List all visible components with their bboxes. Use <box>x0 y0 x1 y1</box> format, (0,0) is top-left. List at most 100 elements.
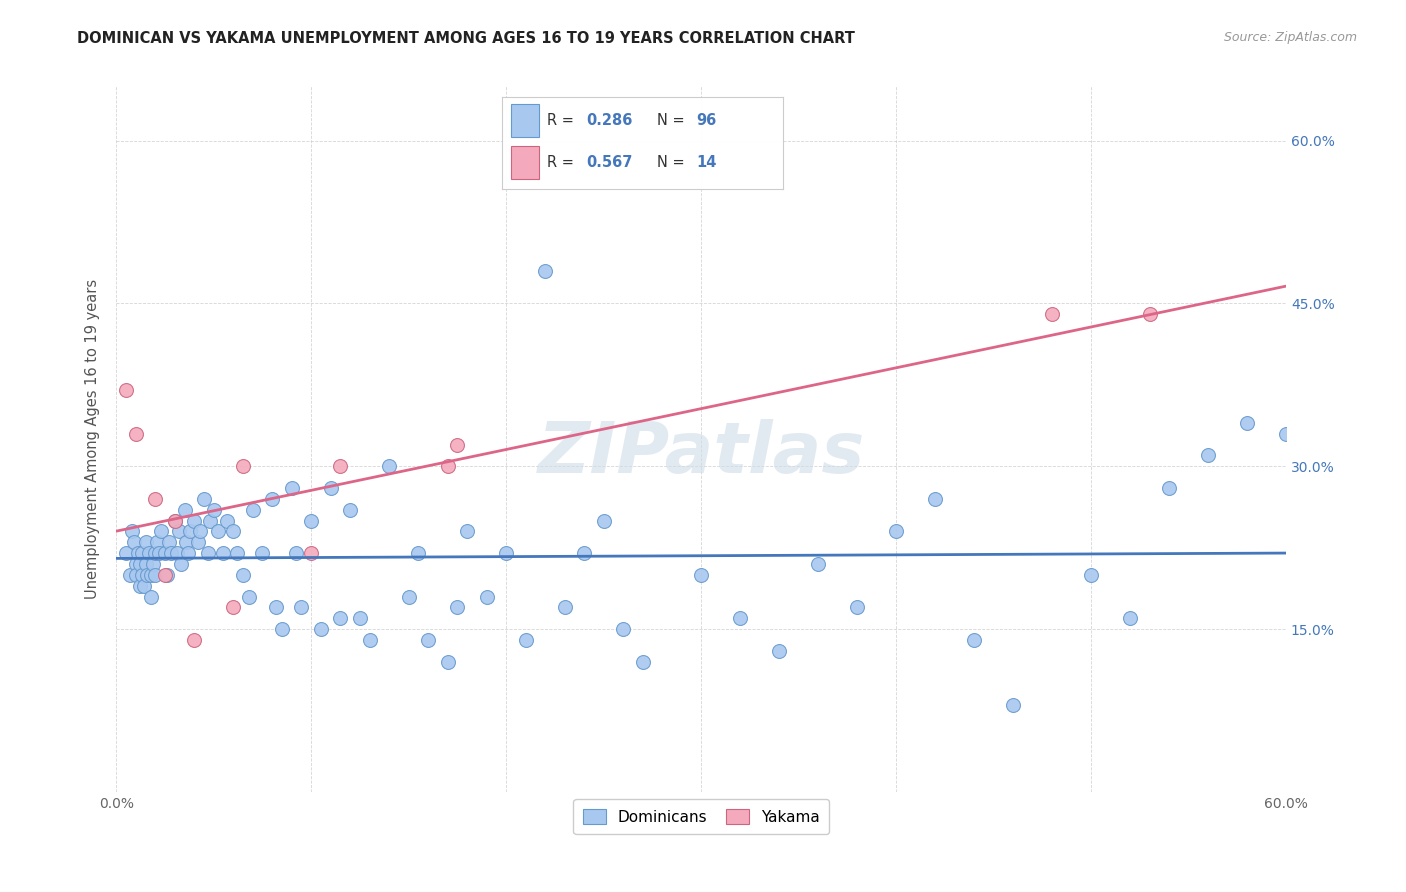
Point <box>183 514 205 528</box>
Point <box>329 611 352 625</box>
Point <box>262 491 284 506</box>
Point <box>446 600 468 615</box>
Point <box>1080 567 1102 582</box>
Point <box>128 579 150 593</box>
Point <box>572 546 595 560</box>
Point <box>446 437 468 451</box>
Point <box>280 481 302 495</box>
Point <box>329 459 352 474</box>
Point <box>222 600 245 615</box>
Point <box>193 491 215 506</box>
Point <box>1157 481 1180 495</box>
Point <box>134 535 156 549</box>
Point <box>436 655 458 669</box>
Point <box>319 481 342 495</box>
Point <box>141 590 163 604</box>
Point <box>157 535 180 549</box>
Point <box>134 557 156 571</box>
Point <box>166 546 188 560</box>
Point <box>127 546 149 560</box>
Point <box>131 567 153 582</box>
Point <box>143 567 166 582</box>
Point <box>138 546 160 560</box>
Point <box>846 600 869 615</box>
Point <box>924 491 946 506</box>
Point <box>217 514 239 528</box>
Point <box>121 524 143 539</box>
Point <box>132 579 155 593</box>
Point <box>1275 426 1298 441</box>
Point <box>475 590 498 604</box>
Point <box>141 567 163 582</box>
Point <box>212 546 235 560</box>
Point <box>198 514 221 528</box>
Point <box>160 546 183 560</box>
Point <box>436 459 458 474</box>
Point <box>349 611 371 625</box>
Point <box>242 502 264 516</box>
Point <box>963 632 986 647</box>
Point <box>146 535 169 549</box>
Point <box>1197 449 1219 463</box>
Point <box>299 514 322 528</box>
Point <box>768 644 790 658</box>
Point <box>884 524 907 539</box>
Point <box>728 611 751 625</box>
Text: DOMINICAN VS YAKAMA UNEMPLOYMENT AMONG AGES 16 TO 19 YEARS CORRELATION CHART: DOMINICAN VS YAKAMA UNEMPLOYMENT AMONG A… <box>77 31 855 46</box>
Point <box>153 546 176 560</box>
Point <box>142 557 165 571</box>
Point <box>418 632 440 647</box>
Point <box>359 632 381 647</box>
Point <box>1002 698 1025 712</box>
Point <box>456 524 478 539</box>
Point <box>631 655 654 669</box>
Point <box>143 491 166 506</box>
Point <box>299 546 322 560</box>
Point <box>534 264 557 278</box>
Point <box>136 567 159 582</box>
Point <box>264 600 287 615</box>
Point <box>150 524 173 539</box>
Point <box>284 546 307 560</box>
Point <box>554 600 576 615</box>
Point <box>177 546 200 560</box>
Point <box>408 546 430 560</box>
Y-axis label: Unemployment Among Ages 16 to 19 years: Unemployment Among Ages 16 to 19 years <box>86 279 100 599</box>
Point <box>167 524 190 539</box>
Point <box>163 514 186 528</box>
Point <box>252 546 274 560</box>
Point <box>173 502 195 516</box>
Point <box>125 567 148 582</box>
Point <box>690 567 713 582</box>
Point <box>232 567 254 582</box>
Point <box>163 514 186 528</box>
Point <box>232 459 254 474</box>
Point <box>197 546 219 560</box>
Point <box>183 632 205 647</box>
Point <box>156 567 179 582</box>
Point <box>271 622 294 636</box>
Point <box>148 546 170 560</box>
Point <box>202 502 225 516</box>
Point <box>1139 307 1161 321</box>
Point <box>378 459 401 474</box>
Point <box>339 502 361 516</box>
Point <box>495 546 517 560</box>
Text: ZIPatlas: ZIPatlas <box>537 418 865 488</box>
Point <box>515 632 537 647</box>
Point <box>612 622 634 636</box>
Point <box>1040 307 1063 321</box>
Point <box>309 622 332 636</box>
Point <box>226 546 249 560</box>
Point <box>115 546 138 560</box>
Point <box>115 384 138 398</box>
Point <box>179 524 201 539</box>
Point <box>187 535 209 549</box>
Point <box>188 524 211 539</box>
Point <box>207 524 229 539</box>
Point <box>169 557 191 571</box>
Legend: Dominicans, Yakama: Dominicans, Yakama <box>574 799 828 834</box>
Point <box>128 557 150 571</box>
Point <box>131 546 153 560</box>
Point <box>807 557 830 571</box>
